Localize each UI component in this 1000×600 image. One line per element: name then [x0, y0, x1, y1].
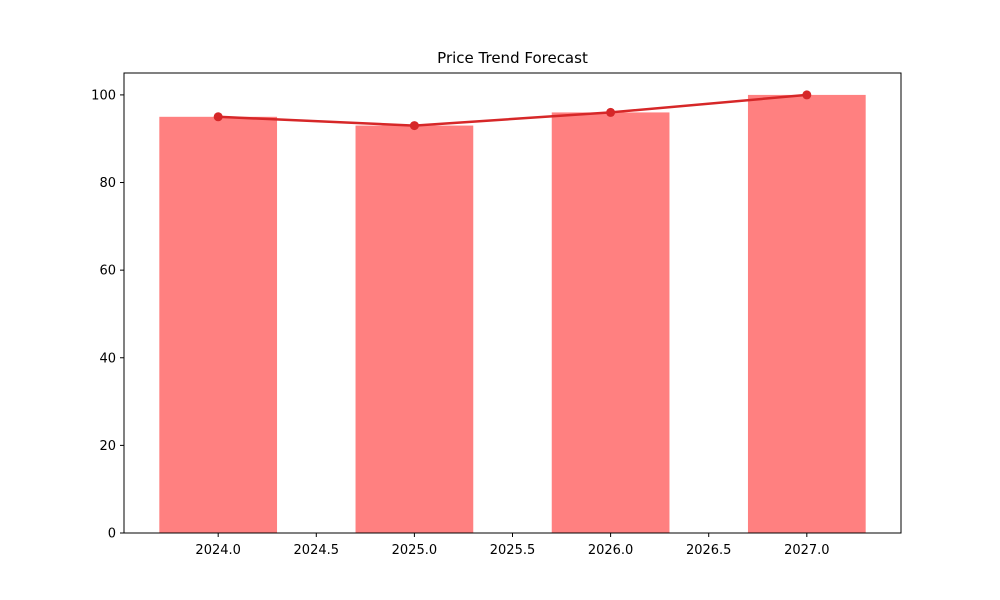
- trend-line: [216, 93, 809, 127]
- bar-2026: [551, 112, 670, 533]
- y-axis-tick-label: 60: [99, 264, 116, 279]
- y-axis-tick-label: 0: [108, 527, 116, 542]
- data-point-marker-2027: [802, 90, 812, 100]
- bar-2024: [159, 116, 278, 534]
- data-point-marker-2026: [606, 107, 616, 117]
- x-axis-tick-label: 2026.5: [686, 543, 732, 558]
- data-point-marker-2025: [409, 121, 419, 131]
- data-point-marker-2024: [213, 112, 223, 122]
- y-axis-tick-label: 80: [99, 176, 116, 191]
- y-axis-tick-label: 40: [99, 351, 116, 366]
- x-axis-tick-label: 2024.0: [195, 543, 241, 558]
- bar-2027: [747, 94, 866, 534]
- x-axis-tick-label: 2025.5: [490, 543, 536, 558]
- x-axis-tick-label: 2025.0: [392, 543, 438, 558]
- y-axis-tick-label: 100: [91, 88, 116, 103]
- x-axis-tick-label: 2026.0: [588, 543, 634, 558]
- x-axis-tick-label: 2024.5: [294, 543, 340, 558]
- chart-title: Price Trend Forecast: [437, 49, 588, 67]
- x-axis-tick-label: 2027.0: [784, 543, 830, 558]
- y-axis-tick-label: 20: [99, 439, 116, 454]
- bar-2025: [355, 125, 474, 534]
